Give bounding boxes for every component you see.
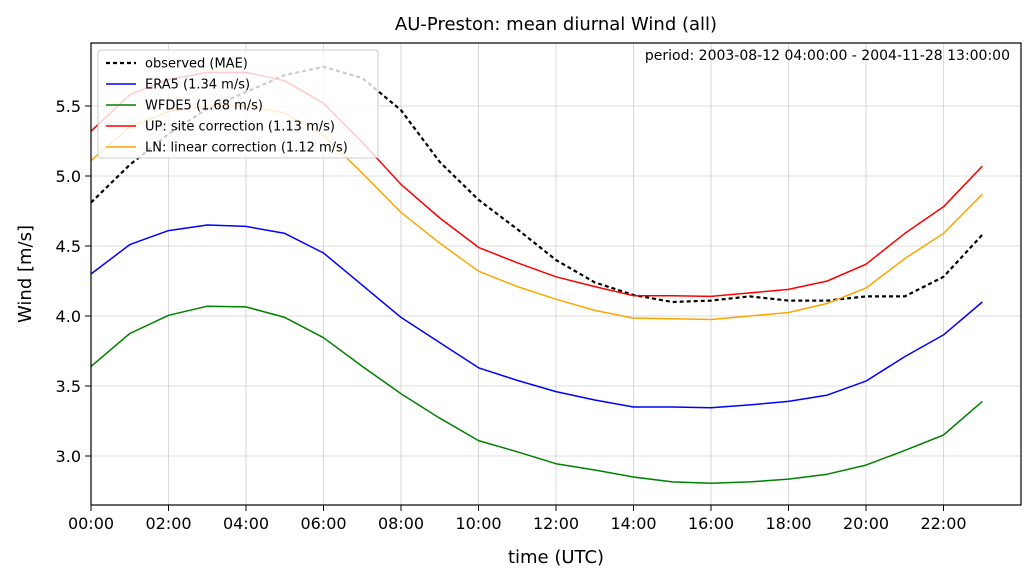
legend-label-1: observed (MAE): [145, 57, 248, 72]
y-tick-label: 4.5: [56, 237, 81, 256]
legend-label-5: LN: linear correction (1.12 m/s): [145, 141, 348, 156]
y-axis-ticks: 3.0 3.5 4.0 4.5 5.0 5.5: [56, 97, 91, 466]
chart-title: AU-Preston: mean diurnal Wind (all): [395, 14, 717, 35]
legend-label-4: UP: site correction (1.13 m/s): [145, 120, 335, 135]
x-tick-label: 02:00: [145, 514, 191, 533]
period-annotation: period: 2003-08-12 04:00:00 - 2004-11-28…: [645, 48, 1010, 64]
legend-items: observed (MAE) ERA5 (1.34 m/s) WFDE5 (1.68…: [106, 57, 348, 156]
x-tick-label: 22:00: [920, 514, 966, 533]
x-tick-label: 10:00: [455, 514, 501, 533]
x-tick-label: 14:00: [610, 514, 656, 533]
x-tick-label: 12:00: [533, 514, 579, 533]
x-tick-label: 16:00: [688, 514, 734, 533]
y-tick-label: 3.0: [56, 447, 81, 466]
x-tick-label: 06:00: [300, 514, 346, 533]
legend-box: [97, 49, 379, 159]
x-tick-label: 00:00: [68, 514, 114, 533]
x-axis-label: time (UTC): [508, 547, 604, 568]
y-tick-label: 5.0: [56, 167, 81, 186]
y-tick-label: 3.5: [56, 377, 81, 396]
series-line-2: [90, 224, 983, 409]
y-axis-label: Wind [m/s]: [15, 225, 36, 323]
legend: observed (MAE) ERA5 (1.34 m/s) WFDE5 (1.68…: [97, 49, 379, 159]
series-line-3: [90, 305, 983, 485]
x-tick-label: 18:00: [765, 514, 811, 533]
x-axis-ticks: 00:00 02:00 04:00 06:00 08:00 10:00 12:00 14:00…: [68, 505, 967, 533]
legend-label-2: ERA5 (1.34 m/s): [145, 78, 250, 93]
y-tick-label: 4.0: [56, 307, 81, 326]
y-tick-label: 5.5: [56, 97, 81, 116]
x-tick-label: 08:00: [378, 514, 424, 533]
x-tick-label: 04:00: [223, 514, 269, 533]
x-tick-label: 20:00: [843, 514, 889, 533]
legend-label-3: WFDE5 (1.68 m/s): [145, 99, 263, 114]
